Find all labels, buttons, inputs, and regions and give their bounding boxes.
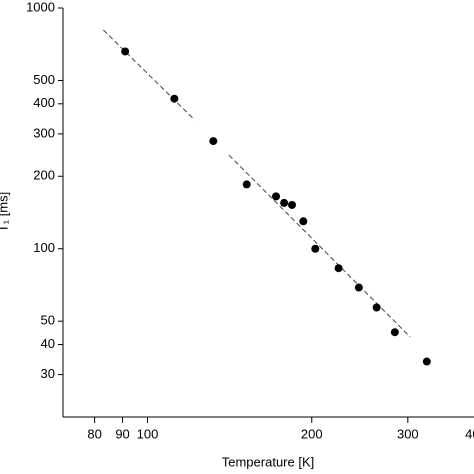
y-tick-label: 200 — [33, 168, 55, 183]
data-point — [422, 357, 431, 366]
fit-line — [103, 29, 411, 338]
data-point — [209, 137, 218, 146]
x-tick-label: 90 — [115, 426, 129, 441]
data-point — [242, 180, 251, 189]
data-point — [287, 200, 296, 209]
data-point — [372, 303, 381, 312]
y-axis-label: T₁ [ms] — [0, 192, 10, 233]
data-point — [334, 264, 343, 273]
data-point — [170, 94, 179, 103]
x-tick-label: 200 — [301, 426, 323, 441]
y-tick-label: 50 — [41, 313, 55, 328]
data-point — [390, 328, 399, 337]
x-tick-label: 80 — [87, 426, 101, 441]
x-tick-label: 300 — [397, 426, 419, 441]
y-tick-label: 300 — [33, 125, 55, 140]
y-tick-label: 500 — [33, 72, 55, 87]
y-tick-label: 40 — [41, 336, 55, 351]
data-point — [299, 217, 308, 226]
y-tick-label: 100 — [33, 240, 55, 255]
x-tick-label: 100 — [137, 426, 159, 441]
x-tick-label: 400 — [465, 426, 474, 441]
data-point — [272, 192, 281, 201]
data-point — [311, 244, 320, 253]
y-tick-label: 400 — [33, 95, 55, 110]
x-axis-label: Temperature [K] — [222, 454, 315, 469]
data-point — [354, 283, 363, 292]
y-tick-label: 30 — [41, 366, 55, 381]
data-point — [121, 47, 130, 56]
y-tick-label: 1000 — [26, 0, 55, 14]
data-point — [280, 198, 289, 207]
